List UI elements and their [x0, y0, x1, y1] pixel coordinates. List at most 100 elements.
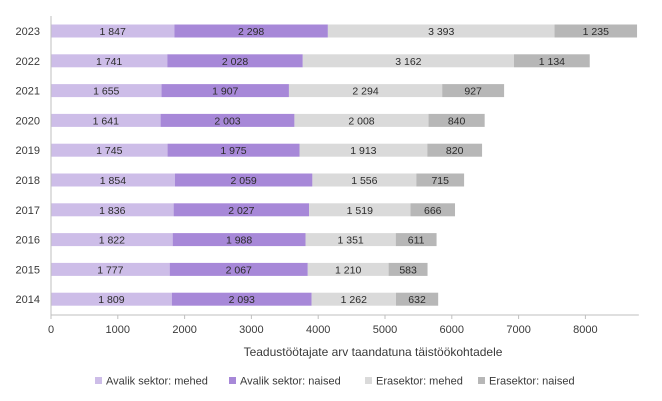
bar-2018-series-2	[174, 173, 313, 187]
legend: Avalik sektor: mehed Avalik sektor: naise…	[95, 376, 575, 388]
category-label-2021: 2021	[16, 86, 40, 98]
x-tick-label-6000: 6000	[440, 324, 464, 336]
bar-2017-series-4	[410, 203, 456, 217]
data-label-2021-series-3: 2 294	[352, 86, 378, 98]
bar-2023-series-1	[51, 24, 175, 38]
bar-2022-series-4	[513, 54, 590, 68]
data-label-2023-series-1: 1 847	[100, 26, 126, 38]
bar-2023-series-4	[554, 24, 638, 38]
bar-2018-series-3	[312, 173, 417, 187]
x-tick-label-7000: 7000	[506, 324, 530, 336]
category-label-2015: 2015	[16, 264, 40, 276]
data-label-2018-series-3: 1 556	[351, 175, 377, 187]
bar-2022-series-1	[51, 54, 168, 68]
bar-2014-series-2	[171, 292, 312, 306]
bar-2019-series-3	[299, 143, 428, 157]
data-label-2022-series-3: 3 162	[395, 56, 421, 68]
category-label-2020: 2020	[16, 115, 40, 127]
legend-swatch-3	[365, 377, 372, 384]
data-label-2016-series-4: 611	[408, 235, 425, 247]
bar-2016-series-2	[172, 233, 306, 247]
data-labels-layer: 1 847 2 298 3 393 1 235 1 741 2 028 3 162 1 134…	[93, 26, 609, 306]
category-label-2018: 2018	[16, 175, 40, 187]
bar-2014-series-4	[395, 292, 439, 306]
data-label-2020-series-3: 2 008	[348, 115, 374, 127]
x-tick-label-3000: 3000	[239, 324, 263, 336]
bar-2019-series-4	[427, 143, 483, 157]
x-tick-label-0: 0	[48, 324, 54, 336]
bar-2020-series-1	[51, 113, 161, 127]
x-tick-label-1000: 1000	[106, 324, 130, 336]
legend-label-4: Erasektor: naised	[489, 376, 575, 388]
bar-2020-series-2	[160, 113, 295, 127]
bar-2022-series-2	[167, 54, 303, 68]
bar-2016-series-1	[51, 233, 173, 247]
data-label-2023-series-2: 2 298	[238, 26, 264, 38]
data-label-2016-series-3: 1 351	[337, 235, 363, 247]
legend-swatch-2	[229, 377, 236, 384]
data-label-2014-series-4: 632	[408, 294, 426, 306]
bar-2015-series-2	[169, 262, 308, 276]
data-label-2022-series-4: 1 134	[539, 56, 565, 68]
category-label-2016: 2016	[16, 235, 40, 247]
legend-label-1: Avalik sektor: mehed	[106, 376, 208, 388]
x-tick-label-5000: 5000	[373, 324, 397, 336]
data-label-2016-series-1: 1 822	[99, 235, 125, 247]
x-tick-label-2000: 2000	[172, 324, 196, 336]
data-label-2015-series-2: 2 067	[226, 264, 252, 276]
data-label-2018-series-4: 715	[431, 175, 449, 187]
category-label-2017: 2017	[16, 205, 40, 217]
data-label-2014-series-1: 1 809	[98, 294, 124, 306]
data-label-2018-series-1: 1 854	[100, 175, 126, 187]
data-label-2020-series-4: 840	[448, 115, 466, 127]
bar-2014-series-3	[311, 292, 396, 306]
bar-2019-series-1	[51, 143, 168, 157]
bar-2016-series-3	[305, 233, 396, 247]
bar-2019-series-2	[167, 143, 300, 157]
bar-2021-series-3	[288, 84, 443, 98]
data-label-2019-series-2: 1 975	[220, 145, 246, 157]
data-label-2019-series-1: 1 745	[96, 145, 122, 157]
data-label-2020-series-1: 1 641	[93, 115, 119, 127]
bar-2016-series-4	[395, 233, 437, 247]
x-tick-label-8000: 8000	[573, 324, 597, 336]
data-label-2022-series-2: 2 028	[222, 56, 248, 68]
legend-swatch-1	[95, 377, 102, 384]
data-label-2016-series-2: 1 988	[226, 235, 252, 247]
bar-2018-series-1	[51, 173, 175, 187]
data-label-2017-series-3: 1 519	[347, 205, 373, 217]
data-label-2018-series-2: 2 059	[230, 175, 256, 187]
bar-2020-series-4	[428, 113, 485, 127]
bar-2021-series-1	[51, 84, 162, 98]
bar-2014-series-1	[51, 292, 172, 306]
bar-2015-series-1	[51, 262, 170, 276]
data-label-2015-series-4: 583	[399, 264, 417, 276]
bar-2015-series-4	[388, 262, 428, 276]
bar-2022-series-3	[302, 54, 514, 68]
x-axis: 0 1000 2000 3000 4000 5000 6000 7000 8000	[48, 314, 639, 336]
bars-layer	[51, 24, 638, 306]
bar-2015-series-3	[307, 262, 389, 276]
data-label-2014-series-3: 1 262	[341, 294, 367, 306]
bar-2017-series-1	[51, 203, 174, 217]
bar-2023-series-3	[327, 24, 555, 38]
data-label-2023-series-4: 1 235	[583, 26, 609, 38]
bar-2021-series-2	[161, 84, 289, 98]
legend-label-2: Avalik sektor: naised	[240, 376, 341, 388]
x-tick-label-4000: 4000	[306, 324, 330, 336]
data-label-2017-series-2: 2 027	[228, 205, 254, 217]
bar-2023-series-2	[174, 24, 328, 38]
data-label-2022-series-1: 1 741	[96, 56, 122, 68]
legend-label-3: Erasektor: mehed	[376, 376, 463, 388]
category-label-2019: 2019	[16, 145, 40, 157]
data-label-2021-series-4: 927	[464, 86, 482, 98]
bar-2017-series-2	[173, 203, 310, 217]
data-label-2021-series-2: 1 907	[212, 86, 238, 98]
x-axis-title: Teadustöötajate arv taandatuna täistööko…	[244, 345, 503, 359]
category-label-2022: 2022	[16, 56, 40, 68]
data-label-2017-series-4: 666	[424, 205, 442, 217]
data-label-2015-series-3: 1 210	[335, 264, 361, 276]
data-label-2019-series-3: 1 913	[350, 145, 376, 157]
